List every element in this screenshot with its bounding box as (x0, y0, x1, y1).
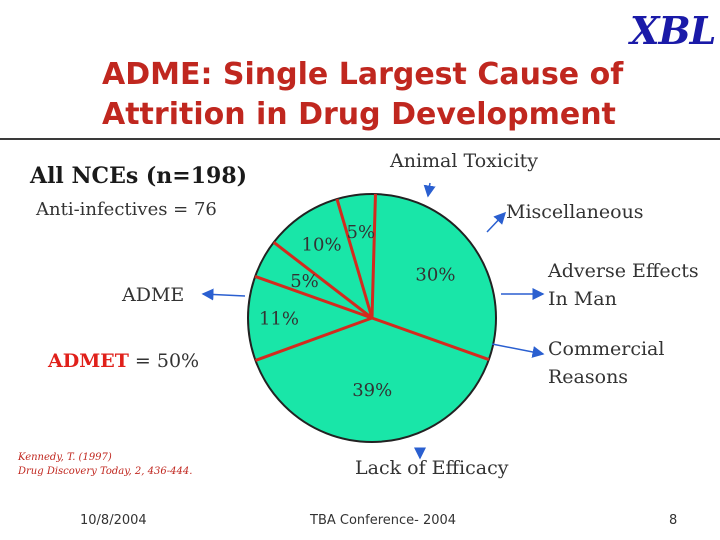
pie-slice-value-label: 5% (347, 222, 376, 243)
pie-category-label: Commercial (548, 338, 664, 360)
pie-category-label: Lack of Efficacy (355, 457, 509, 479)
pie-category-label: Reasons (548, 366, 628, 388)
pie-category-label: Miscellaneous (506, 201, 644, 223)
callout-arrow (486, 211, 507, 233)
pie-slice-divider (370, 194, 377, 319)
anti-infectives-note: Anti-infectives = 76 (36, 199, 217, 220)
category-labels: Animal Toxicity Miscellaneous Adverse Effe… (121, 150, 699, 479)
pie-slice-value-label: 39% (352, 380, 392, 401)
pie-labels: 11%5%10%5%30%39% (259, 222, 455, 401)
title-divider (0, 138, 720, 140)
citation-author: Kennedy, T. (1997) (18, 452, 112, 463)
pie-slice-value-label: 30% (415, 265, 455, 286)
slide-title: ADME: Single Largest Cause of Attrition … (102, 55, 623, 135)
callout-arrow (423, 182, 436, 198)
pie-slices (254, 194, 490, 362)
callout-arrow (491, 343, 545, 358)
pie-category-label: In Man (548, 288, 617, 310)
admet-value: = 50% (128, 350, 200, 372)
pie-category-label: ADME (121, 284, 184, 306)
pie-slice-divider (254, 316, 373, 362)
pie-category-label: Adverse Effects (547, 260, 699, 282)
admet-label: ADMET (48, 350, 129, 372)
footer-date: 10/8/2004 (80, 513, 147, 528)
citation-journal: Drug Discovery Today, 2, 436-444. (18, 466, 193, 477)
admet-summary: ADMET = 50% (48, 350, 199, 372)
pie-slice-divider (272, 241, 373, 320)
dataset-heading: All NCEs (n=198) (30, 163, 248, 189)
xbl-logo: XBL (630, 8, 716, 53)
footer-page-number: 8 (669, 513, 678, 528)
callout-arrow (201, 288, 246, 301)
pie-slice-value-label: 11% (259, 308, 299, 329)
pie-slice-value-label: 5% (290, 271, 319, 292)
pie-slice-value-label: 10% (302, 234, 342, 255)
pie-category-label: Animal Toxicity (389, 150, 538, 172)
footer-event: TBA Conference- 2004 (310, 513, 457, 528)
title-line-2: Attrition in Drug Development (102, 97, 616, 132)
pie-slice-divider (335, 198, 374, 319)
pie-slice-divider (254, 274, 373, 320)
pie-slice-divider (371, 316, 490, 362)
title-line-1: ADME: Single Largest Cause of (102, 57, 624, 92)
